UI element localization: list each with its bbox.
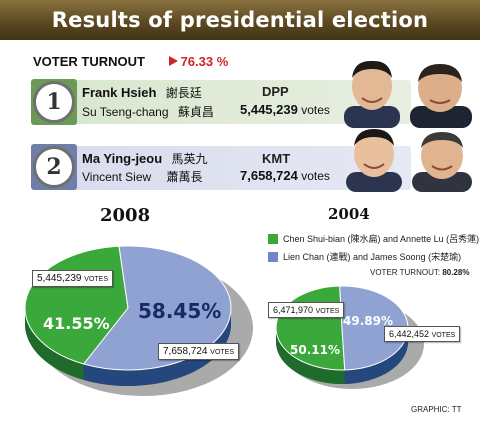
chart-2008-title: 2008 [100,205,151,226]
turnout-2004-label: VOTER TURNOUT: [370,268,441,277]
pie-2008-blue-label: 58.45% [138,299,221,323]
turnout-value: 76.33 % [180,54,229,69]
pie-2004-blue-votes: 6,442,452 VOTES [384,326,461,342]
portrait-ma-ying-jeou [346,129,402,192]
pie-2004-green-votes-unit: VOTES [315,308,340,315]
candidate-1-president-zh: 謝長廷 [165,86,202,100]
candidate-1-vice-zh: 蘇貞昌 [177,105,214,119]
candidate-2-vice: Vincent Siew 蕭萬長 [82,168,203,185]
pie-2008-blue-votes-unit: VOTES [210,349,235,356]
candidate-1-president: Frank Hsieh 謝長廷 [82,84,202,101]
chart-2004-title: 2004 [328,205,370,223]
title-bar: Results of presidential election [0,0,480,40]
candidate-2-number: 2 [33,146,75,188]
pie-2004-blue-label: 49.89% [343,314,393,328]
turnout-2004: VOTER TURNOUT: 80.28% [370,268,469,277]
pie-2008-blue-votes-count: 7,658,724 [163,346,208,357]
candidate-1-president-name: Frank Hsieh [82,85,157,100]
pie-2008-green-votes-unit: VOTES [84,276,109,283]
pie-2004-blue-votes-count: 6,442,452 [389,329,430,339]
pie-2004-side-blue [344,328,408,384]
pie-2008-side-blue [83,308,232,386]
candidate-2-party: KMT [262,151,291,166]
pie-2004-green-votes: 6,471,970 VOTES [268,302,345,318]
candidate-1-party: DPP [262,84,289,99]
legend-label-lien: Lien Chan (連戰) and James Soong (宋楚瑜) [283,252,462,262]
candidate-2-president-zh: 馬英九 [171,152,208,166]
candidate-2-votes-unit: votes [301,169,330,183]
page-title: Results of presidential election [51,8,429,32]
turnout-2004-value: 80.28% [442,268,470,277]
candidate-2-votes-count: 7,658,724 [240,168,298,183]
chart-2004: 50.11% 49.89% [275,285,424,389]
candidate-1-number: 1 [33,81,75,123]
candidate-1-vice: Su Tseng-chang 蘇貞昌 [82,103,214,120]
turnout-label: VOTER TURNOUT [33,54,145,69]
candidate-1-votes-count: 5,445,239 [240,102,298,117]
candidate-2-vice-name: Vincent Siew [82,170,152,184]
portrait-su-tseng-chang [410,64,472,128]
legend-swatch-green [268,233,278,244]
legend-label-chen: Chen Shui-bian (陳水扁) and Annette Lu (呂秀蓮… [283,234,480,244]
candidate-1-vice-name: Su Tseng-chang [82,105,169,119]
portrait-frank-hsieh [344,60,400,128]
candidate-2-votes: 7,658,724 votes [240,168,330,183]
legend-item-chen: Chen Shui-bian (陳水扁) and Annette Lu (呂秀蓮… [268,232,479,245]
pie-2004-green-votes-count: 6,471,970 [273,305,314,315]
pie-2008-blue-votes: 7,658,724 VOTES [158,343,240,360]
pie-2008-green-label: 41.55% [43,314,110,333]
candidate-2-vice-zh: 蕭萬長 [166,170,203,184]
triangle-icon [168,56,178,66]
pie-2004-side-green [276,328,345,384]
voter-turnout: VOTER TURNOUT 76.33 % [33,54,228,69]
pie-2008-green-votes-count: 5,445,239 [37,273,82,284]
pie-2008-green-votes: 5,445,239 VOTES [32,270,114,287]
candidate-1-votes-unit: votes [301,103,330,117]
candidate-1-votes: 5,445,239 votes [240,102,330,117]
portrait-vincent-siew [412,132,472,192]
pie-2008-side-green [25,308,84,380]
pie-2008-slice-blue [82,245,232,371]
graphic-credit: GRAPHIC: TT [411,405,462,414]
candidate-1-portraits [344,60,472,128]
candidate-2-president: Ma Ying-jeou 馬英九 [82,150,208,167]
legend-item-lien: Lien Chan (連戰) and James Soong (宋楚瑜) [268,250,461,263]
candidate-2-portraits [346,129,472,192]
legend-swatch-blue [268,251,278,262]
candidate-2-president-name: Ma Ying-jeou [82,151,163,166]
pie-2004-green-label: 50.11% [290,343,340,357]
chart-2008: 41.55% 58.45% [24,245,253,396]
pie-2004-blue-votes-unit: VOTES [431,332,456,339]
